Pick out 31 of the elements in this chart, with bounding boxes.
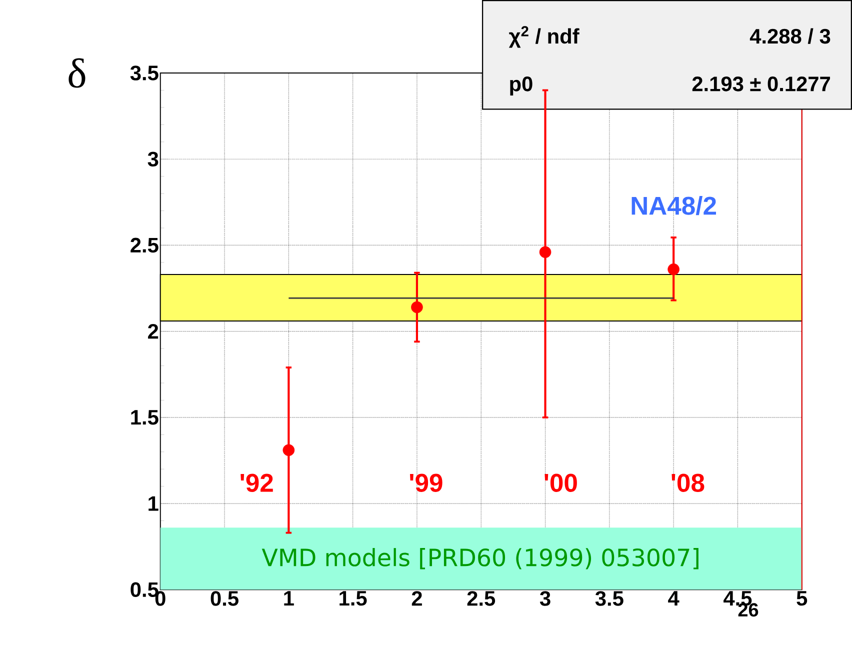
text: 4.288 / 3 xyxy=(750,28,830,44)
x-tick-label: 1.5 xyxy=(340,591,367,606)
x-tick-label: 2 xyxy=(412,591,422,606)
annotation: '99 xyxy=(410,474,442,492)
text: χ$^{2}$ / ndf xyxy=(508,26,580,48)
annotation: '92 xyxy=(240,474,273,492)
x-tick-label: 2.5 xyxy=(467,591,496,606)
y-tick-label: 2 xyxy=(148,324,158,339)
band-label: VMD models [PRD60 (1999) 053007] xyxy=(262,548,698,570)
x-tick-label: 3.5 xyxy=(595,591,624,606)
point xyxy=(282,444,295,456)
annotation: p0 xyxy=(510,76,532,96)
x-tick-label: 4 xyxy=(668,591,680,606)
y-axis-title: δ xyxy=(68,58,86,88)
annotation: '08 xyxy=(672,474,704,492)
annotation: NA48/2 xyxy=(632,196,716,216)
point xyxy=(668,263,680,276)
x-tick-label: 5 xyxy=(796,591,808,606)
x-tick-label: 1 xyxy=(284,591,294,606)
x-tick-label: 3 xyxy=(540,591,550,606)
annotation: '00 xyxy=(544,474,577,492)
y-tick-label: 2.5 xyxy=(130,238,158,253)
y-tick-label: 3 xyxy=(148,152,158,167)
y-tick-label: 3.5 xyxy=(130,66,158,80)
annotation: 2.193 ± 0.1277 xyxy=(692,76,830,92)
y-tick-label: 1 xyxy=(148,496,158,511)
y-tick-label: 1.5 xyxy=(131,410,158,425)
x-tick-label: 4.5 xyxy=(724,591,752,606)
x-tick-label: 0.5 xyxy=(210,591,238,606)
point xyxy=(539,246,552,258)
point xyxy=(411,301,423,314)
